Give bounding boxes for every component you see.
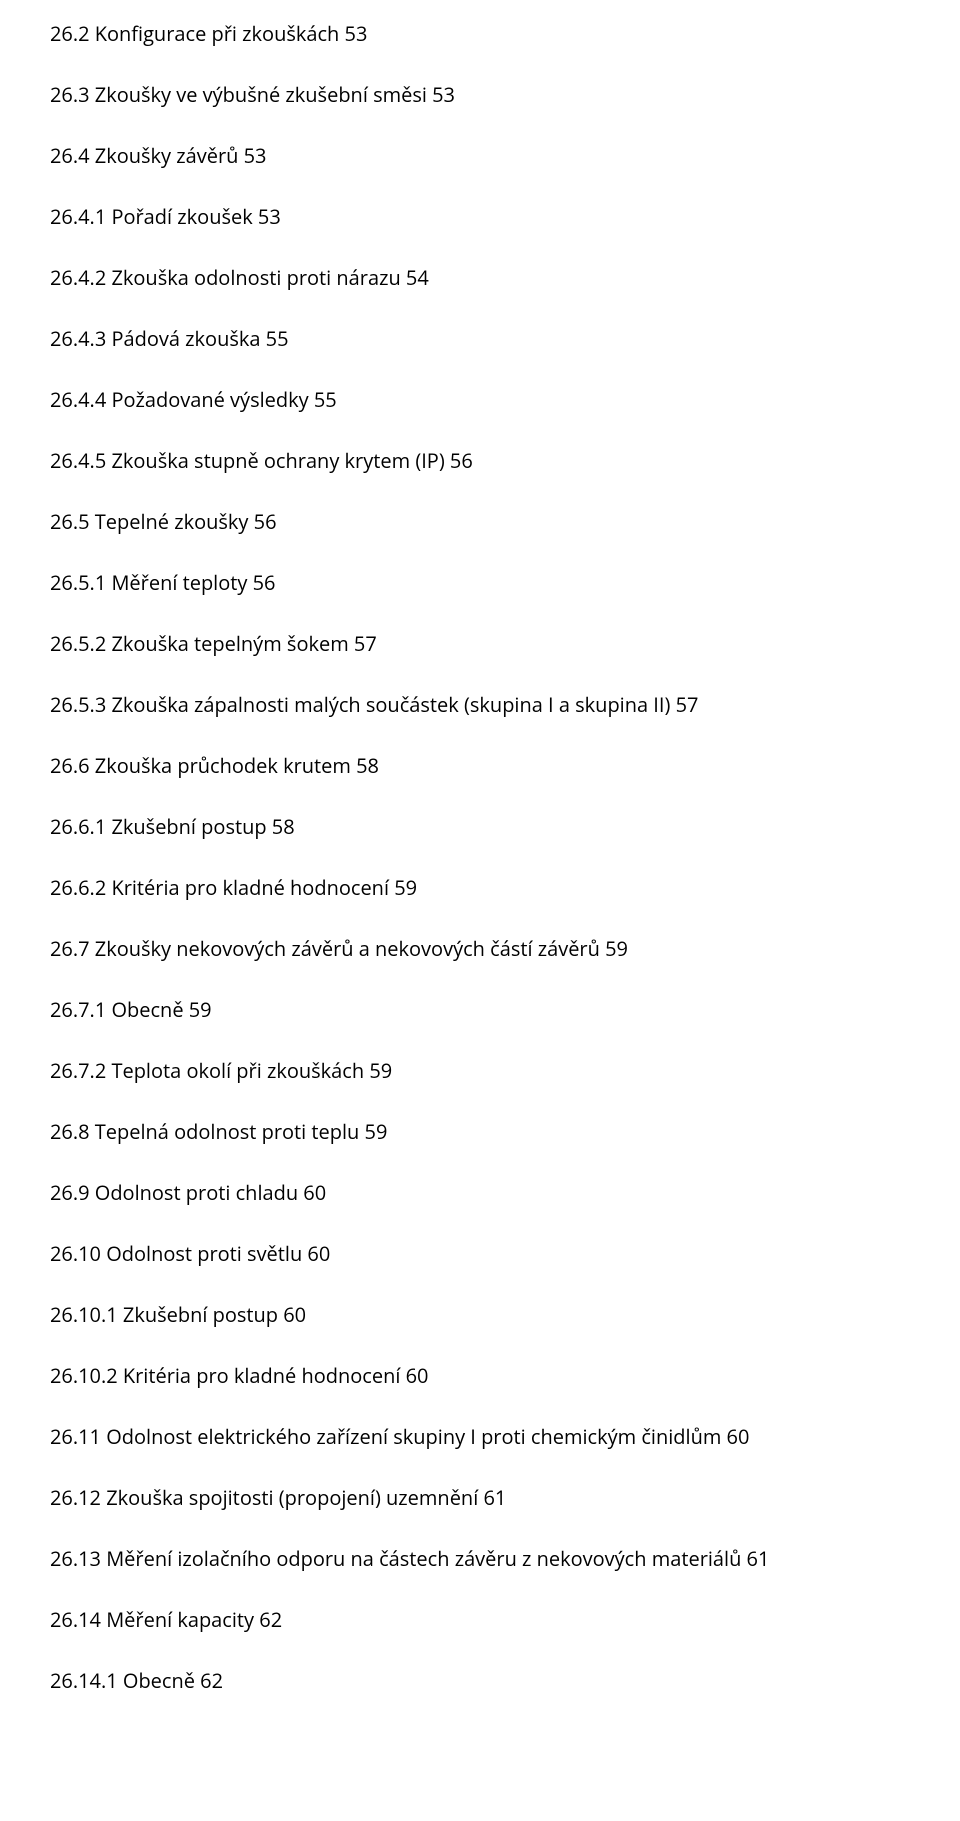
toc-entry: 26.7.1 Obecně 59 — [50, 996, 910, 1023]
toc-entry: 26.10.2 Kritéria pro kladné hodnocení 60 — [50, 1362, 910, 1389]
toc-entry: 26.10.1 Zkušební postup 60 — [50, 1301, 910, 1328]
toc-entry: 26.13 Měření izolačního odporu na částec… — [50, 1545, 910, 1572]
toc-entry: 26.12 Zkouška spojitosti (propojení) uze… — [50, 1484, 910, 1511]
toc-entry: 26.5 Tepelné zkoušky 56 — [50, 508, 910, 535]
toc-entry: 26.9 Odolnost proti chladu 60 — [50, 1179, 910, 1206]
toc-entry: 26.5.2 Zkouška tepelným šokem 57 — [50, 630, 910, 657]
toc-entry: 26.2 Konfigurace při zkouškách 53 — [50, 20, 910, 47]
toc-entry: 26.6 Zkouška průchodek krutem 58 — [50, 752, 910, 779]
toc-entry: 26.5.1 Měření teploty 56 — [50, 569, 910, 596]
toc-entry: 26.8 Tepelná odolnost proti teplu 59 — [50, 1118, 910, 1145]
toc-entry: 26.4.3 Pádová zkouška 55 — [50, 325, 910, 352]
toc-entry: 26.14.1 Obecně 62 — [50, 1667, 910, 1694]
toc-entry: 26.5.3 Zkouška zápalnosti malých součást… — [50, 691, 910, 718]
toc-entry: 26.7 Zkoušky nekovových závěrů a nekovov… — [50, 935, 910, 962]
toc-entry: 26.14 Měření kapacity 62 — [50, 1606, 910, 1633]
toc-entry: 26.4 Zkoušky závěrů 53 — [50, 142, 910, 169]
toc-entry: 26.4.5 Zkouška stupně ochrany krytem (IP… — [50, 447, 910, 474]
toc-entry: 26.6.2 Kritéria pro kladné hodnocení 59 — [50, 874, 910, 901]
toc-entry: 26.11 Odolnost elektrického zařízení sku… — [50, 1423, 910, 1450]
toc-entry: 26.4.2 Zkouška odolnosti proti nárazu 54 — [50, 264, 910, 291]
toc-entry: 26.4.4 Požadované výsledky 55 — [50, 386, 910, 413]
toc-entry: 26.6.1 Zkušební postup 58 — [50, 813, 910, 840]
toc-entry: 26.10 Odolnost proti světlu 60 — [50, 1240, 910, 1267]
toc-entry: 26.3 Zkoušky ve výbušné zkušební směsi 5… — [50, 81, 910, 108]
toc-entry: 26.4.1 Pořadí zkoušek 53 — [50, 203, 910, 230]
toc-entry: 26.7.2 Teplota okolí při zkouškách 59 — [50, 1057, 910, 1084]
